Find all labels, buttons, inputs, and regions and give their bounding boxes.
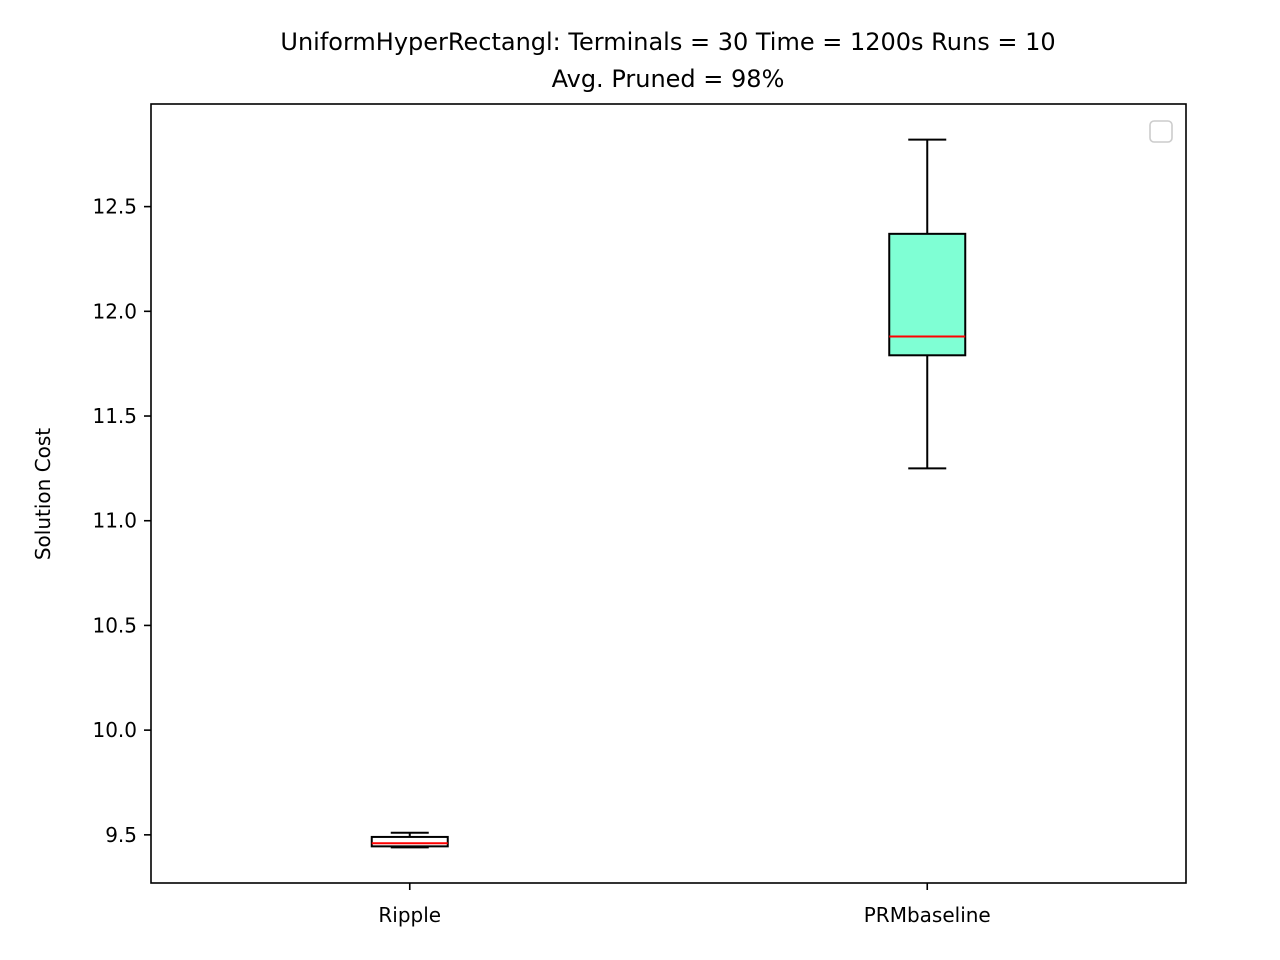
plot-frame — [150, 103, 1187, 884]
y-tick-label: 9.5 — [105, 823, 137, 847]
y-axis-label: Solution Cost — [31, 428, 55, 560]
y-tick-label: 12.5 — [92, 195, 137, 219]
y-tick-label: 11.5 — [92, 404, 137, 428]
box-layer — [370, 138, 967, 849]
x-tick-label: Ripple — [378, 903, 441, 927]
x-axis: Ripple PRMbaseline — [378, 883, 991, 927]
y-tick-label: 11.0 — [92, 509, 137, 533]
chart-title: UniformHyperRectangl: Terminals = 30 Tim… — [280, 28, 1055, 56]
legend-box — [1149, 120, 1173, 143]
x-tick-label: PRMbaseline — [864, 903, 991, 927]
y-tick-label: 12.0 — [92, 299, 137, 323]
chart-subtitle: Avg. Pruned = 98% — [552, 65, 785, 93]
iqr-box — [888, 232, 967, 357]
y-axis: 9.5 10.0 10.5 11.0 11.5 12.0 12.5 — [92, 195, 151, 847]
y-tick-label: 10.5 — [92, 613, 137, 637]
box-ripple — [370, 831, 449, 849]
y-tick-label: 10.0 — [92, 718, 137, 742]
box-prmbaseline — [888, 138, 967, 470]
iqr-box — [370, 835, 449, 848]
